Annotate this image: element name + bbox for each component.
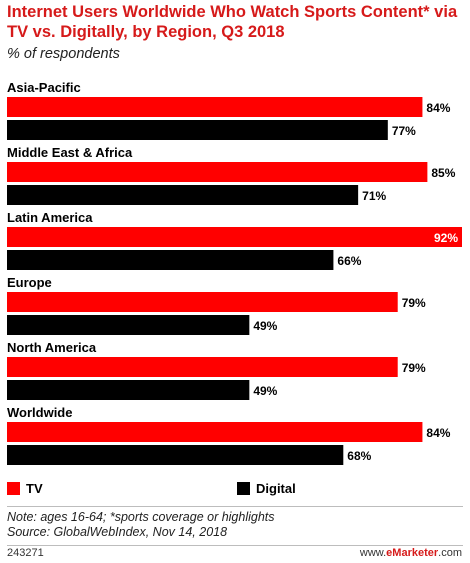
category-label-asia-pacific: Asia-Pacific [7,80,81,95]
category-label-latin-america: Latin America [7,210,93,225]
legend-item-tv: TV [7,481,43,496]
bar-tv-middle-east-africa [7,162,428,182]
data-label-tv-north-america: 79% [402,361,426,375]
source-text: Source: GlobalWebIndex, Nov 14, 2018 [7,525,228,539]
category-label-worldwide: Worldwide [7,405,72,420]
legend-item-digital: Digital [237,481,296,496]
legend-label-tv: TV [26,481,43,496]
bar-tv-latin-america [7,227,462,247]
brand-suffix: .com [438,547,462,559]
bar-digital-north-america [7,380,250,400]
legend: TV Digital [7,481,447,499]
data-label-tv-middle-east-africa: 85% [431,166,455,180]
brand-credit: www.eMarketer.com [360,547,462,559]
chart-subtitle: % of respondents [7,46,120,62]
data-label-digital-middle-east-africa: 71% [362,189,386,203]
bar-tv-north-america [7,357,398,377]
legend-swatch-digital [237,482,250,495]
divider [7,506,463,507]
data-label-digital-europe: 49% [253,319,277,333]
data-label-digital-north-america: 49% [253,384,277,398]
category-label-middle-east-africa: Middle East & Africa [7,145,133,160]
legend-label-digital: Digital [256,481,296,496]
bar-digital-latin-america [7,250,334,270]
data-label-digital-latin-america: 66% [337,254,361,268]
category-label-europe: Europe [7,275,52,290]
bar-digital-worldwide [7,445,344,465]
data-label-tv-latin-america: 92% [434,231,458,245]
bar-digital-middle-east-africa [7,185,359,205]
data-label-digital-asia-pacific: 77% [392,124,416,138]
brand-name: eMarketer [386,547,439,559]
bar-digital-asia-pacific [7,120,388,140]
bar-chart: Asia-Pacific 84% 77% Middle East & Africa 85… [7,80,462,465]
bar-tv-europe [7,292,398,312]
bar-tv-worldwide [7,422,423,442]
category-label-north-america: North America [7,340,97,355]
legend-swatch-tv [7,482,20,495]
bar-tv-asia-pacific [7,97,423,117]
chart-title: Internet Users Worldwide Who Watch Sport… [7,3,458,41]
divider [7,545,463,546]
chart-id: 243271 [7,547,44,559]
brand-prefix: www. [359,547,387,559]
note-text: Note: ages 16-64; *sports coverage or hi… [7,510,275,524]
data-label-tv-worldwide: 84% [426,426,450,440]
data-label-tv-europe: 79% [402,296,426,310]
bar-digital-europe [7,315,250,335]
data-label-digital-worldwide: 68% [347,449,371,463]
footnote: Note: ages 16-64; *sports coverage or hi… [7,510,275,540]
data-label-tv-asia-pacific: 84% [426,101,450,115]
